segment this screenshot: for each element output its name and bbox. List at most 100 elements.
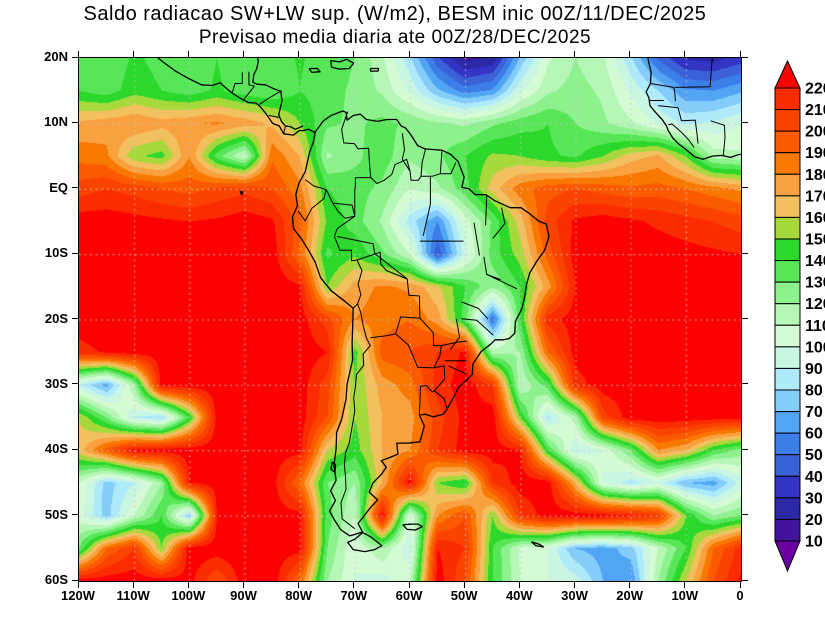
colorbar: 220 210 200 190 180 170 160 150 140 130 120 110 100 9… bbox=[774, 59, 825, 573]
colorbar-segment bbox=[774, 260, 801, 283]
geo-outline bbox=[439, 150, 443, 174]
geo-outline bbox=[352, 303, 358, 309]
x-axis-tick-top bbox=[408, 51, 410, 57]
x-axis-tick bbox=[77, 581, 79, 588]
geo-outline bbox=[486, 273, 518, 290]
colorbar-label: 170 bbox=[805, 188, 825, 205]
geo-outline bbox=[668, 123, 695, 148]
colorbar-label: 210 bbox=[805, 102, 825, 119]
x-axis-tick bbox=[353, 581, 355, 588]
colorbar-segment bbox=[774, 389, 801, 413]
geo-outline bbox=[419, 317, 442, 369]
x-axis-tick-top bbox=[574, 51, 575, 57]
geo-outline bbox=[645, 58, 741, 160]
geo-outline bbox=[461, 318, 494, 336]
x-axis-tick-top bbox=[629, 51, 631, 57]
y-axis-tick-right bbox=[741, 318, 748, 319]
y-axis-tick-label: 50S bbox=[44, 506, 68, 522]
x-axis-tick-label: 20W bbox=[616, 588, 644, 603]
colorbar-label: 160 bbox=[805, 210, 825, 227]
geo-outline bbox=[231, 72, 243, 93]
geo-outline bbox=[248, 71, 255, 87]
geo-outline bbox=[650, 83, 676, 102]
colorbar-arrow-over bbox=[774, 59, 801, 89]
y-axis-tick-right bbox=[741, 514, 748, 516]
geo-outline bbox=[304, 179, 326, 190]
map-plot-area bbox=[78, 57, 742, 582]
colorbar-label: 130 bbox=[805, 275, 825, 292]
x-axis-tick-label: 90W bbox=[230, 588, 257, 603]
x-axis-tick bbox=[684, 581, 686, 588]
geo-outline bbox=[401, 133, 411, 172]
geo-outline bbox=[402, 523, 423, 531]
geo-outline bbox=[356, 259, 363, 304]
x-axis-tick-label: 60W bbox=[395, 588, 423, 603]
y-axis-tick-label: 60S bbox=[44, 572, 68, 587]
x-axis-tick-top bbox=[684, 51, 686, 57]
y-axis-tick bbox=[72, 187, 78, 189]
geo-outline bbox=[332, 202, 355, 219]
geo-outline bbox=[449, 318, 461, 350]
geo-outline bbox=[325, 189, 358, 262]
y-axis-tick-label: 30S bbox=[44, 375, 68, 391]
chart-title-line2: Previsao media diaria ate 00Z/28/DEC/202… bbox=[198, 27, 592, 48]
geo-outline bbox=[341, 111, 372, 178]
colorbar-segment bbox=[774, 475, 801, 499]
colorbar-segment bbox=[774, 518, 801, 542]
geo-outline bbox=[347, 532, 383, 553]
colorbar-label: 90 bbox=[805, 361, 823, 378]
colorbar-label: 30 bbox=[805, 490, 823, 507]
geo-outline bbox=[492, 207, 506, 239]
geo-outline bbox=[330, 461, 337, 474]
y-axis-tick-label: 20S bbox=[44, 310, 68, 326]
geo-outline bbox=[485, 195, 488, 226]
geo-outline bbox=[354, 177, 371, 217]
x-axis-tick-label: 50W bbox=[450, 588, 478, 603]
colorbar-segment bbox=[774, 346, 801, 369]
geo-outline bbox=[329, 58, 355, 70]
y-axis-tick-right bbox=[741, 383, 748, 385]
geo-outline bbox=[395, 316, 420, 335]
radiation-field-canvas bbox=[79, 58, 741, 581]
geo-outline bbox=[337, 236, 376, 254]
colorbar-label: 70 bbox=[805, 404, 823, 421]
x-axis-tick bbox=[739, 581, 741, 588]
x-axis-tick-top bbox=[298, 51, 300, 57]
geo-outline bbox=[308, 67, 321, 74]
geo-outline bbox=[395, 333, 434, 369]
chart-title-line1: Saldo radiacao SW+LW sup. (W/m2), BESM i… bbox=[83, 3, 707, 25]
x-axis-tick bbox=[408, 581, 410, 588]
x-axis-tick-label: 30W bbox=[561, 588, 588, 603]
x-axis-tick-top bbox=[132, 51, 134, 57]
colorbar-segment bbox=[774, 195, 801, 218]
y-axis-tick-right bbox=[741, 448, 748, 450]
x-axis-tick bbox=[574, 581, 575, 588]
colorbar-label: 140 bbox=[805, 253, 825, 270]
geo-outline bbox=[314, 132, 316, 138]
geo-outline bbox=[291, 110, 550, 537]
x-axis-tick-top bbox=[739, 51, 741, 57]
x-axis-tick bbox=[187, 581, 189, 588]
x-axis-tick-label: 80W bbox=[285, 588, 313, 603]
colorbar-label: 200 bbox=[805, 124, 825, 141]
colorbar-label: 150 bbox=[805, 232, 825, 249]
y-axis-tick-label: 40S bbox=[44, 441, 68, 457]
geo-outline bbox=[370, 158, 411, 184]
colorbar-segment bbox=[774, 109, 801, 132]
y-axis-tick bbox=[72, 579, 78, 581]
y-axis-tick-right bbox=[741, 121, 748, 123]
y-axis-tick bbox=[72, 514, 78, 516]
y-axis-tick bbox=[72, 448, 78, 450]
colorbar-label: 180 bbox=[805, 167, 825, 184]
geo-outline bbox=[420, 149, 426, 177]
x-axis-tick-label: 10W bbox=[671, 588, 699, 603]
colorbar-label: 220 bbox=[805, 81, 825, 98]
y-axis-tick-right bbox=[741, 252, 748, 254]
geo-outline bbox=[674, 58, 713, 88]
colorbar-segment bbox=[774, 152, 801, 175]
geo-outline bbox=[422, 176, 431, 236]
colorbar-label: 110 bbox=[805, 318, 825, 335]
x-axis-tick-top bbox=[463, 51, 465, 57]
x-axis-tick-label: 70W bbox=[340, 588, 368, 603]
